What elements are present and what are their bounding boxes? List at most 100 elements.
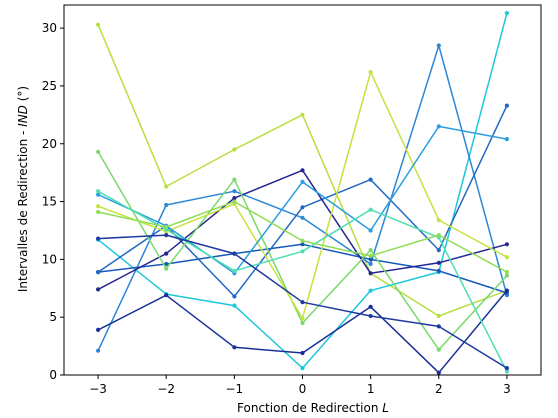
series-11-point — [96, 189, 101, 194]
y-tick-label: 20 — [42, 137, 57, 151]
series-3-point — [96, 348, 101, 353]
series-6-point — [368, 304, 373, 309]
series-6-point — [232, 345, 237, 350]
series-12-point — [300, 238, 305, 243]
series-2-point — [300, 366, 305, 371]
series-3-point — [300, 215, 305, 220]
series-4-point — [300, 242, 305, 247]
series-9-point — [504, 255, 509, 260]
series-8-point — [96, 149, 101, 154]
series-6-point — [504, 288, 509, 293]
x-tick-label: −3 — [89, 382, 107, 396]
x-axis-label-var: L — [382, 401, 389, 415]
series-1-point — [96, 22, 101, 27]
series-11-point — [504, 369, 509, 374]
series-12-point — [368, 253, 373, 258]
series-3-point — [164, 202, 169, 208]
series-6-point — [164, 293, 169, 298]
y-tick-label: 10 — [42, 252, 57, 266]
x-tick-label: 2 — [435, 382, 443, 396]
series-8-point — [504, 273, 509, 278]
series-13-point — [232, 251, 237, 256]
series-1-point — [232, 147, 237, 152]
x-tick-label: −1 — [226, 382, 244, 396]
series-7-point — [232, 196, 237, 201]
series-9-point — [96, 204, 101, 209]
y-axis-label-var: IND — [16, 105, 30, 127]
series-4-point — [436, 268, 441, 273]
series-12 — [96, 199, 509, 275]
series-8-point — [232, 177, 237, 182]
series-9-point — [436, 218, 441, 223]
series-5-line — [97, 105, 508, 298]
y-tick-label: 15 — [42, 195, 57, 209]
series-10-point — [436, 124, 441, 129]
series-13-point — [300, 300, 305, 305]
series-7-point — [436, 260, 441, 265]
series-2-line — [97, 12, 508, 369]
series-5 — [96, 103, 509, 299]
series-7-point — [96, 287, 101, 292]
series-12-point — [504, 270, 509, 275]
series-3-point — [436, 43, 441, 48]
series-6 — [96, 288, 509, 375]
series-6-point — [436, 370, 441, 375]
x-axis-label: Fonction de Redirection L — [237, 401, 389, 415]
series-13-point — [504, 366, 509, 371]
series-5-point — [504, 103, 509, 108]
series-7-point — [504, 242, 509, 247]
x-tick-label: 1 — [367, 382, 375, 396]
series-10-point — [300, 179, 305, 184]
series-7 — [96, 168, 509, 292]
series-1-point — [300, 112, 305, 117]
y-axis-label: Intervalles de Redirection - IND (°) — [16, 86, 30, 292]
series-12-point — [232, 199, 237, 204]
series-10-point — [504, 137, 509, 142]
x-tick-label: 3 — [503, 382, 511, 396]
series-11 — [96, 189, 509, 374]
series-9 — [96, 70, 509, 321]
series-9-point — [300, 316, 305, 321]
series-12-point — [436, 233, 441, 238]
series-11-point — [232, 268, 237, 273]
series-12-point — [164, 224, 169, 230]
series-13-point — [436, 324, 441, 329]
x-axis-label-text: Fonction de Redirection — [237, 401, 378, 415]
series-4-point — [368, 257, 373, 262]
series-11-point — [368, 207, 373, 212]
series-8-point — [300, 320, 305, 326]
series-13 — [96, 233, 509, 371]
series-6-point — [300, 350, 305, 356]
series-4-point — [164, 261, 169, 267]
series-7-point — [164, 251, 169, 256]
x-tick-label: 0 — [299, 382, 307, 396]
x-tick-label: −2 — [157, 382, 175, 396]
series-13-point — [164, 233, 169, 238]
series-3 — [96, 43, 509, 353]
series-8-point — [436, 347, 441, 352]
series-5-point — [368, 177, 373, 182]
series-9-point — [368, 70, 373, 75]
series-5-point — [96, 270, 101, 275]
series-3-point — [232, 189, 237, 194]
series-1-point — [436, 313, 441, 319]
series-2-point — [504, 11, 509, 16]
series-5-point — [300, 205, 305, 210]
series-10-point — [96, 192, 101, 197]
series-3-point — [368, 261, 373, 267]
series-5-point — [436, 248, 441, 253]
series-12-point — [96, 209, 101, 215]
y-axis-label-text: Intervalles de Redirection - — [16, 127, 30, 292]
series-layer — [96, 11, 509, 375]
y-tick-label: 30 — [42, 21, 57, 35]
y-tick-label: 0 — [49, 368, 57, 382]
series-5-point — [232, 294, 237, 299]
series-8-point — [368, 248, 373, 253]
y-axis-label-unit: (°) — [16, 86, 30, 105]
y-tick-label: 25 — [42, 79, 57, 93]
series-8-point — [164, 266, 169, 271]
series-13-point — [96, 236, 101, 241]
series-7-point — [300, 168, 305, 173]
